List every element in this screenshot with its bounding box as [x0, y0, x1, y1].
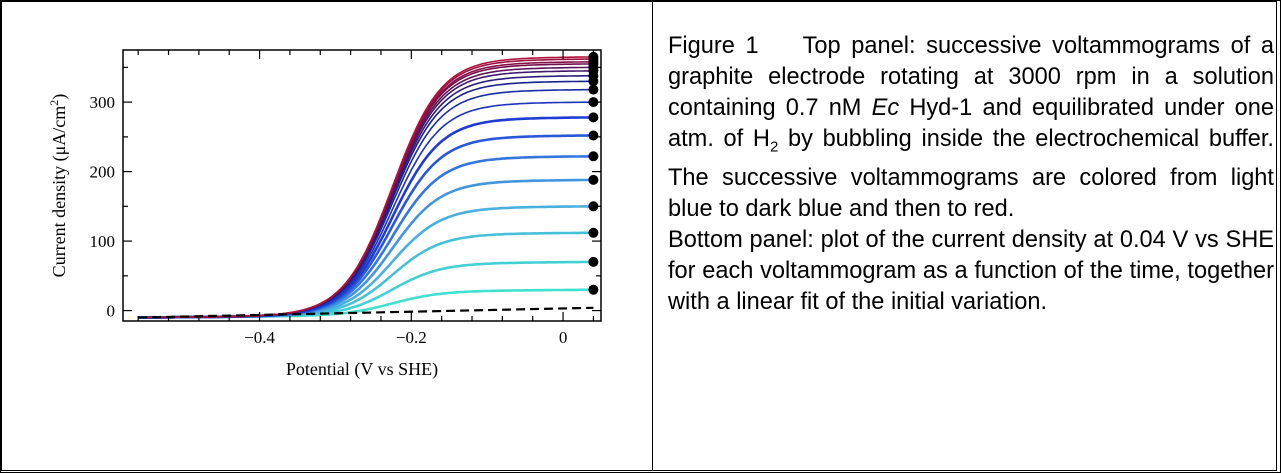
voltammogram-curve: [138, 58, 594, 319]
cell-divider: [652, 1, 653, 471]
x-tick-label: 0: [559, 328, 568, 347]
y-tick-label: 0: [107, 302, 116, 321]
y-tick-label: 300: [90, 93, 116, 112]
y-tick-label: 100: [90, 232, 116, 251]
y-tick-label: 200: [90, 163, 116, 182]
x-tick-label: −0.4: [244, 328, 275, 347]
voltammogram-curve: [138, 101, 594, 319]
caption-label: Figure 1: [668, 33, 759, 59]
current-marker: [588, 130, 599, 141]
caption-subscript: 2: [769, 138, 779, 156]
current-marker: [588, 151, 599, 162]
current-marker: [588, 256, 599, 267]
chart-cell: −0.4 −0.2 0 0 100 200 300 Potential (V vs SHE)…: [3, 3, 651, 469]
current-marker: [588, 201, 599, 212]
current-marker: [588, 284, 599, 295]
plot-frame: [122, 49, 602, 322]
current-marker: [588, 227, 599, 238]
caption-top-text-1: Top panel: successive voltammograms of a…: [668, 33, 1274, 121]
current-marker: [588, 84, 599, 95]
caption-top-text-3: by bubbling inside the electrochemical b…: [668, 126, 1274, 222]
current-marker: [588, 51, 599, 62]
voltammogram-curve: [138, 56, 594, 319]
figure-caption: Figure 1 Top panel: successive voltammogr…: [668, 31, 1274, 318]
caption-top-paragraph: Figure 1 Top panel: successive voltammogr…: [668, 31, 1274, 225]
current-marker: [588, 174, 599, 185]
blank-baseline: [138, 306, 594, 319]
caption-top-text-2: Hyd-1 and equilibrated under one atm. of…: [668, 95, 1274, 152]
curves-group: [138, 56, 594, 319]
x-tick-label: −0.2: [396, 328, 427, 347]
axis-tick-labels: −0.4 −0.2 0 0 100 200 300: [90, 93, 568, 347]
caption-organism: Ec: [871, 95, 900, 121]
markers-group: [588, 51, 599, 295]
axis-ticks: [123, 50, 601, 321]
voltammogram-curve: [138, 66, 594, 319]
voltammogram-curve: [138, 61, 594, 319]
caption-bottom-paragraph: Bottom panel: plot of the current densit…: [668, 226, 1274, 315]
current-marker: [588, 112, 599, 123]
x-axis-label: Potential (V vs SHE): [286, 359, 438, 380]
voltammogram-chart: −0.4 −0.2 0 0 100 200 300 Potential (V vs SHE)…: [47, 49, 602, 380]
voltammogram-curve: [138, 63, 594, 319]
y-axis-label: Current density (μA/cm2): [47, 94, 70, 278]
